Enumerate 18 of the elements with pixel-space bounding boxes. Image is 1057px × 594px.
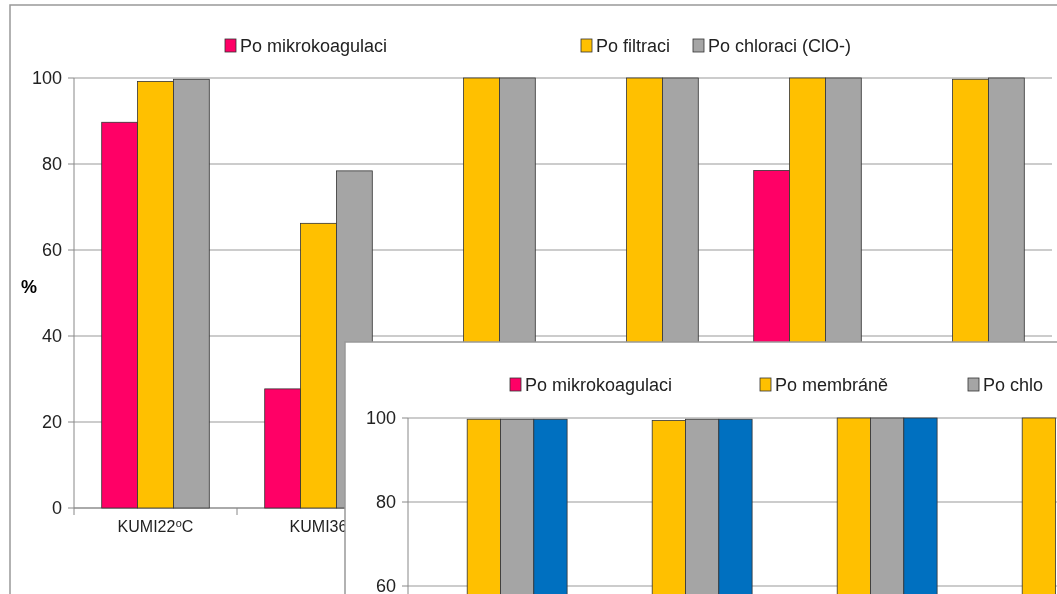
y-tick-label: 40 — [41, 326, 62, 347]
legend-label: Po chloraci (ClO-) — [708, 36, 852, 57]
y-axis-title: % — [20, 277, 38, 297]
y-tick-label: 100 — [365, 408, 396, 429]
legend-label: Po filtraci — [596, 36, 671, 57]
legend-label: Po mikrokoagulaci — [525, 375, 673, 396]
legend-label: Po membráně — [775, 375, 889, 396]
y-tick-label: 0 — [51, 498, 62, 519]
y-tick-label: 20 — [41, 412, 62, 433]
x-tick-label: KUMI36 — [289, 518, 348, 535]
y-tick-label: 60 — [375, 576, 396, 594]
y-tick-label: 80 — [375, 492, 396, 513]
y-tick-label: 100 — [31, 68, 62, 89]
legend-label: Po chlo — [983, 375, 1044, 396]
legend-label: Po mikrokoagulaci — [240, 36, 388, 57]
y-tick-label: 60 — [41, 240, 62, 261]
y-tick-label: 80 — [41, 154, 62, 175]
x-tick-label: KUMI22⁰C — [117, 518, 194, 535]
